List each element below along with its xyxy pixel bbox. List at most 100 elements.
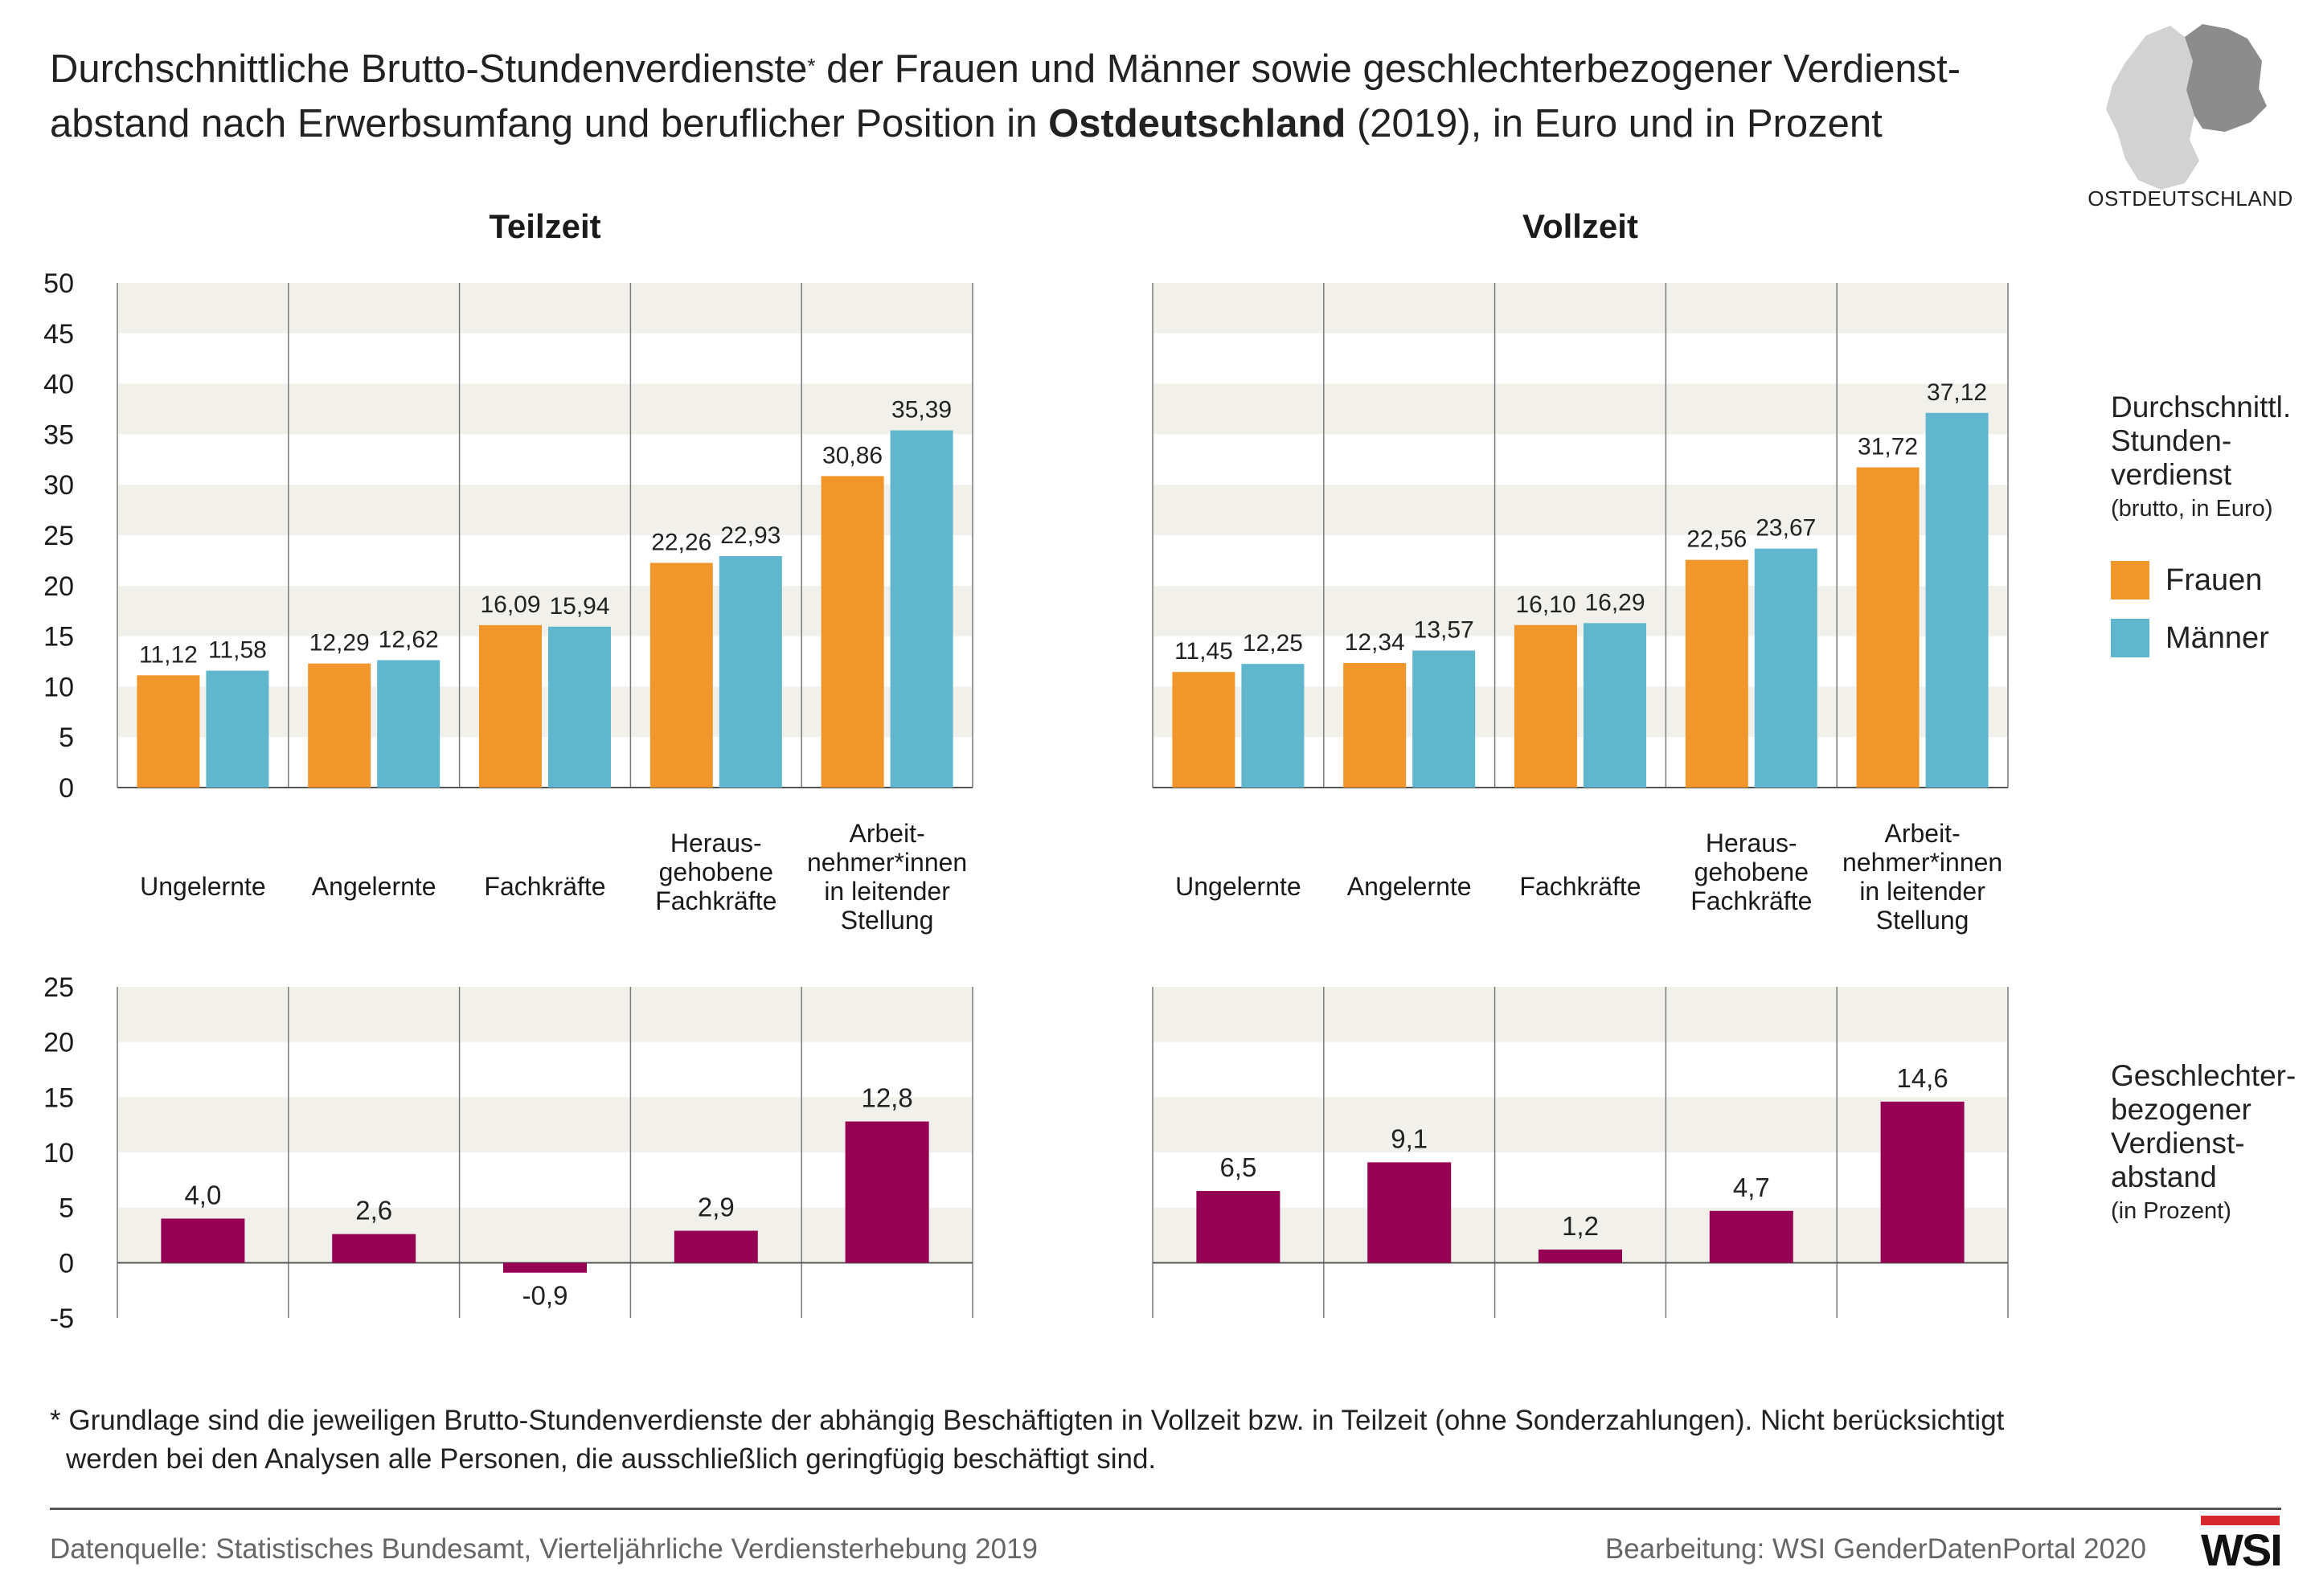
gap-data-label: 14,6	[1896, 1063, 1948, 1093]
title-footnote-mark: *	[807, 54, 816, 78]
legend-label-maenner: Männer	[2165, 620, 2269, 655]
bar-frauen	[1514, 624, 1577, 788]
y-tick-label: 20	[43, 571, 74, 602]
title-line1-b: der Frauen und Männer sowie geschlechter…	[815, 47, 1961, 91]
germany-map-icon	[2090, 11, 2299, 220]
data-label: 16,10	[1515, 591, 1575, 618]
bar-frauen	[479, 624, 542, 788]
footnote-line2: werden bei den Analysen alle Personen, d…	[66, 1443, 1157, 1475]
data-label: 13,57	[1414, 617, 1474, 644]
footer-divider	[50, 1508, 2281, 1510]
bar-gap	[674, 1230, 758, 1263]
east-germany-shape	[2185, 24, 2267, 132]
gap-legend-line: bezogener	[2111, 1093, 2251, 1126]
gap-data-label: 4,0	[184, 1180, 221, 1209]
data-label: 12,25	[1243, 630, 1303, 657]
bar-maenner	[1412, 650, 1476, 788]
west-germany-shape	[2106, 26, 2199, 190]
maenner-swatch	[2111, 619, 2149, 657]
page-title: Durchschnittliche Brutto-Stundenverdiens…	[50, 42, 2108, 151]
grid-band	[117, 383, 973, 435]
grid-band	[117, 1207, 973, 1263]
data-label: 15,94	[549, 593, 609, 620]
bar-gap	[332, 1234, 416, 1263]
data-label: 23,67	[1756, 515, 1816, 542]
category-label: Fachkräfte	[1519, 872, 1641, 901]
grid-band	[117, 1097, 973, 1152]
footnote: * Grundlage sind die jeweiligen Brutto-S…	[50, 1402, 2220, 1479]
y-tick-label: 10	[43, 1138, 74, 1168]
bar-gap	[1367, 1162, 1452, 1263]
title-line2-b: (2019), in Euro und in Prozent	[1346, 102, 1883, 145]
bar-frauen	[821, 476, 884, 788]
y-tick-label: 10	[43, 672, 74, 702]
data-label: 37,12	[1927, 379, 1987, 406]
gap-data-label: -0,9	[522, 1281, 568, 1311]
y-tick-label: 35	[43, 419, 74, 450]
gap-legend-line: Geschlechter-	[2111, 1059, 2297, 1092]
wage-legend-line: Durchschnittl.	[2111, 391, 2292, 424]
gap-legend-line: abstand	[2111, 1160, 2217, 1193]
frauen-swatch	[2111, 561, 2149, 600]
gap-data-label: 12,8	[861, 1083, 912, 1113]
bar-gap	[845, 1121, 929, 1263]
credit-text: Bearbeitung: WSI GenderDatenPortal 2020	[1604, 1533, 2146, 1565]
data-label: 12,62	[379, 626, 439, 653]
bar-maenner	[548, 626, 611, 788]
bar-frauen	[308, 663, 371, 788]
y-tick-label: 30	[43, 470, 74, 501]
data-label: 11,58	[208, 637, 267, 664]
bar-frauen	[1343, 663, 1407, 788]
wage-legend-line: verdienst	[2111, 458, 2232, 491]
wsi-logo: WSI	[2201, 1516, 2283, 1577]
category-label: Angelernte	[1347, 872, 1472, 901]
y-tick-label: 5	[59, 722, 74, 753]
data-label: 30,86	[822, 442, 883, 469]
bar-gap	[1539, 1249, 1622, 1263]
data-label: 11,45	[1174, 638, 1233, 665]
category-label: Ungelernte	[1175, 872, 1301, 901]
bar-maenner	[206, 670, 269, 788]
category-label: Heraus-	[1706, 829, 1797, 857]
panel-title: Teilzeit	[489, 207, 600, 245]
gap-legend-line: Verdienst-	[2111, 1127, 2245, 1160]
gap-data-label: 1,2	[1562, 1211, 1599, 1241]
y-tick-label: -5	[50, 1303, 74, 1334]
wage-legend-sub: (brutto, in Euro)	[2111, 496, 2273, 522]
gap-data-label: 9,1	[1391, 1123, 1428, 1153]
y-tick-label: 25	[43, 521, 74, 551]
footnote-line1: * Grundlage sind die jeweiligen Brutto-S…	[50, 1405, 2005, 1436]
category-label: Ungelernte	[140, 872, 266, 901]
bar-maenner	[719, 555, 782, 788]
bar-frauen	[1685, 559, 1748, 788]
category-label: Fachkräfte	[655, 886, 776, 915]
grid-band	[1153, 1097, 2008, 1152]
title-line2-a: abstand nach Erwerbsumfang und beruflich…	[50, 102, 1049, 145]
category-label: nehmer*innen	[807, 848, 967, 877]
y-tick-label: 45	[43, 319, 74, 350]
y-tick-label: 50	[43, 268, 74, 299]
gap-data-label: 2,6	[355, 1196, 392, 1226]
data-label: 11,12	[139, 641, 198, 668]
title-line1-a: Durchschnittliche Brutto-Stundenverdiens…	[50, 47, 808, 91]
grid-band	[117, 283, 973, 334]
wage-legend-line: Stunden-	[2111, 424, 2232, 457]
gap-data-label: 6,5	[1219, 1152, 1256, 1182]
category-label: Arbeit-	[1884, 819, 1960, 848]
y-tick-label: 25	[43, 972, 74, 1003]
bar-maenner	[1241, 664, 1305, 788]
y-tick-label: 20	[43, 1028, 74, 1058]
source-text: Datenquelle: Statistisches Bundesamt, Vi…	[50, 1533, 1039, 1565]
bar-gap	[161, 1218, 245, 1263]
map-label: OSTDEUTSCHLAND	[2088, 186, 2293, 211]
y-tick-label: 15	[43, 1082, 74, 1113]
bar-gap	[1709, 1210, 1793, 1263]
bar-maenner	[1925, 412, 1989, 788]
gap-data-label: 4,7	[1733, 1172, 1770, 1202]
data-label: 31,72	[1858, 434, 1918, 460]
bar-maenner	[1754, 548, 1817, 788]
legend-item-frauen: Frauen	[2111, 561, 2262, 600]
logo-bar	[2201, 1516, 2280, 1525]
title-region: Ostdeutschland	[1048, 102, 1346, 145]
